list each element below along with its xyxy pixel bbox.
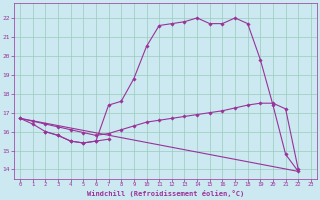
X-axis label: Windchill (Refroidissement éolien,°C): Windchill (Refroidissement éolien,°C) [87, 190, 244, 197]
